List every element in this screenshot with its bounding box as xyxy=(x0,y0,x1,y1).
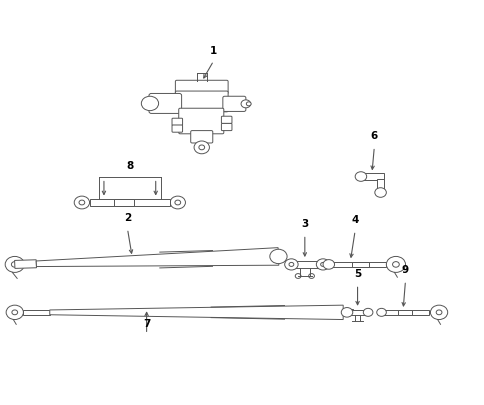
Circle shape xyxy=(392,262,398,267)
Bar xyxy=(376,179,384,192)
FancyBboxPatch shape xyxy=(172,125,182,132)
Circle shape xyxy=(341,307,352,317)
Circle shape xyxy=(363,308,372,316)
Circle shape xyxy=(316,259,329,270)
Circle shape xyxy=(141,96,158,111)
Circle shape xyxy=(374,188,386,197)
Text: 4: 4 xyxy=(351,215,358,225)
Bar xyxy=(397,310,411,315)
Bar xyxy=(113,199,134,206)
Text: 6: 6 xyxy=(370,131,377,141)
Circle shape xyxy=(198,145,204,150)
Text: 1: 1 xyxy=(210,45,217,55)
Circle shape xyxy=(269,249,287,264)
Circle shape xyxy=(12,262,18,267)
Circle shape xyxy=(354,172,366,181)
Polygon shape xyxy=(36,247,278,266)
Circle shape xyxy=(5,256,24,273)
Bar xyxy=(347,309,366,315)
Circle shape xyxy=(74,196,90,209)
FancyBboxPatch shape xyxy=(175,91,227,112)
Circle shape xyxy=(320,262,325,266)
FancyBboxPatch shape xyxy=(179,108,223,134)
Polygon shape xyxy=(50,305,343,320)
Bar xyxy=(328,262,386,267)
Circle shape xyxy=(246,102,251,106)
Text: 7: 7 xyxy=(143,319,150,329)
Bar xyxy=(351,262,368,267)
Circle shape xyxy=(194,141,209,154)
Circle shape xyxy=(79,200,85,205)
FancyBboxPatch shape xyxy=(149,94,181,113)
Bar xyxy=(343,309,352,314)
FancyBboxPatch shape xyxy=(221,116,231,124)
Polygon shape xyxy=(15,260,36,269)
Bar xyxy=(381,310,429,315)
FancyBboxPatch shape xyxy=(221,124,231,130)
Circle shape xyxy=(295,274,301,278)
FancyBboxPatch shape xyxy=(222,96,245,111)
FancyBboxPatch shape xyxy=(190,130,212,143)
Circle shape xyxy=(435,310,441,315)
Circle shape xyxy=(386,256,405,273)
Text: 3: 3 xyxy=(301,219,308,229)
Bar xyxy=(90,199,170,206)
Circle shape xyxy=(170,196,185,209)
Circle shape xyxy=(241,100,250,108)
Bar xyxy=(292,261,321,268)
Text: 9: 9 xyxy=(401,265,408,275)
Circle shape xyxy=(284,259,298,270)
Bar xyxy=(23,310,50,315)
Circle shape xyxy=(175,200,180,205)
Bar xyxy=(360,173,383,180)
Circle shape xyxy=(6,305,23,320)
Circle shape xyxy=(288,262,293,266)
Text: 8: 8 xyxy=(126,161,133,171)
Circle shape xyxy=(322,260,334,269)
Circle shape xyxy=(430,305,447,320)
Circle shape xyxy=(376,308,386,316)
Circle shape xyxy=(308,274,314,278)
Text: 5: 5 xyxy=(353,269,361,279)
FancyBboxPatch shape xyxy=(172,118,182,126)
Circle shape xyxy=(12,310,17,315)
Text: 2: 2 xyxy=(123,213,131,223)
FancyBboxPatch shape xyxy=(175,80,227,94)
